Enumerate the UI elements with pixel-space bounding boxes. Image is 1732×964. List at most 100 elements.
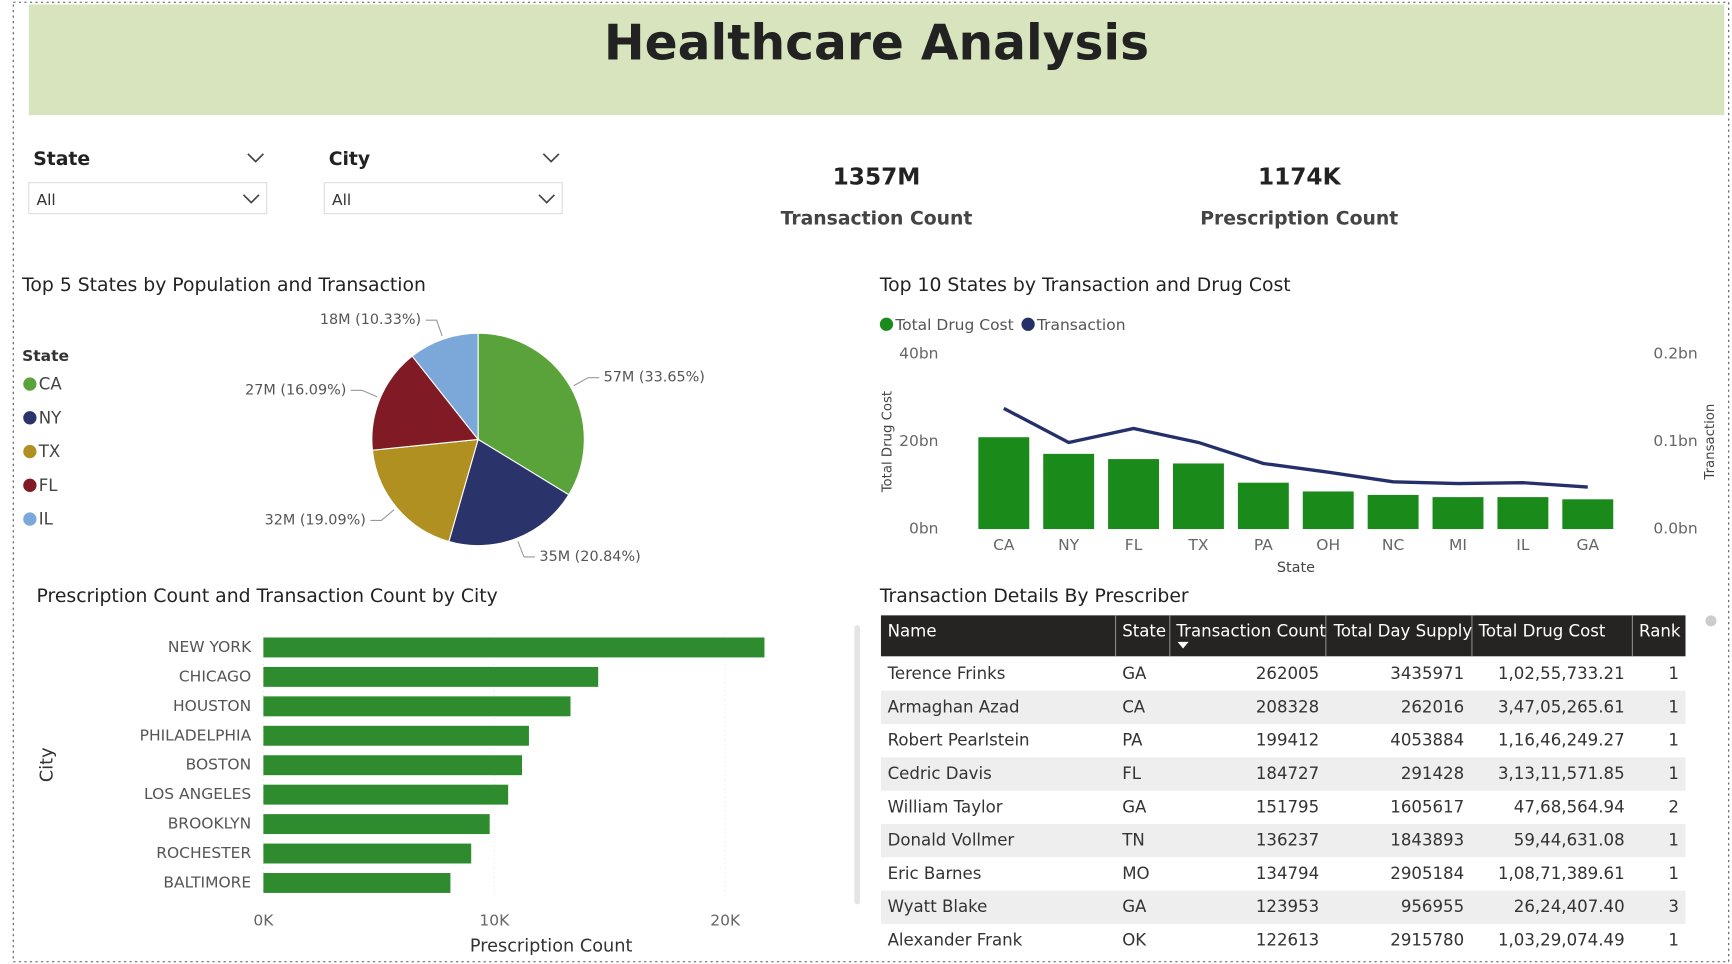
- page-border: [12, 1, 1730, 963]
- leader-line: [370, 509, 395, 521]
- table-cell: 1843893: [1390, 831, 1464, 850]
- table-cell: FL: [1122, 764, 1142, 783]
- leader-line: [425, 319, 443, 337]
- table-cell: 1605617: [1390, 797, 1464, 816]
- x-tick-label: OH: [1316, 536, 1340, 554]
- bar: [978, 437, 1030, 530]
- table-cell: Armaghan Azad: [888, 697, 1020, 716]
- leader-line: [517, 541, 535, 558]
- leader-line: [350, 389, 378, 398]
- table-title: Transaction Details By Prescriber: [879, 586, 1189, 607]
- x-tick-label: MI: [1449, 536, 1467, 554]
- legend-swatch: [23, 377, 37, 391]
- table-cell: Cedric Davis: [888, 764, 992, 783]
- legend-swatch: [23, 512, 37, 526]
- row-band: [880, 823, 1686, 858]
- chart-title: Top 10 States by Transaction and Drug Co…: [879, 275, 1291, 296]
- bar: [263, 873, 451, 893]
- table-cell: OK: [1122, 931, 1147, 950]
- x-axis-title: State: [1277, 560, 1315, 576]
- column-header: State: [1122, 621, 1166, 640]
- legend-label: TX: [38, 442, 61, 461]
- legend-title: State: [22, 347, 69, 365]
- table-cell: 59,44,631.08: [1514, 831, 1625, 850]
- table-cell: 1,03,29,074.49: [1498, 931, 1625, 950]
- y2-axis-title: Transaction: [1703, 404, 1718, 481]
- city-slicer[interactable]: City All: [323, 149, 563, 215]
- table-cell: 3435971: [1390, 664, 1464, 683]
- table-cell: Wyatt Blake: [888, 897, 988, 916]
- legend-label: NY: [39, 408, 62, 427]
- data-label: 35M (20.84%): [539, 549, 640, 565]
- table-cell: 47,68,564.94: [1514, 797, 1625, 816]
- legend-swatch: [23, 444, 37, 459]
- x-tick-label: PA: [1254, 536, 1273, 554]
- slicer-box[interactable]: [323, 182, 563, 215]
- bar: [1237, 482, 1289, 530]
- bar: [1302, 491, 1354, 530]
- slicer-value: All: [332, 191, 351, 209]
- table-cell: Donald Vollmer: [888, 831, 1015, 850]
- y-tick-label: 20bn: [899, 432, 938, 450]
- kpi-value: 1357M: [833, 164, 921, 191]
- pie-slice: [371, 355, 480, 451]
- table-cell: 291428: [1401, 764, 1464, 783]
- chevron: [242, 194, 260, 204]
- x-tick-label: IL: [1516, 536, 1530, 554]
- data-label: 57M (33.65%): [604, 370, 705, 386]
- y2-tick-label: 0.0bn: [1653, 520, 1697, 538]
- legend-label: Total Drug Cost: [894, 316, 1013, 334]
- legend-label: FL: [39, 476, 59, 495]
- bar: [1432, 497, 1484, 530]
- kpi-value: 1174K: [1258, 164, 1342, 191]
- bar: [1367, 494, 1419, 530]
- table-cell: 184727: [1256, 764, 1319, 783]
- table-cell: 151795: [1256, 797, 1319, 816]
- sort-indicator: [1177, 641, 1189, 649]
- table-cell: TN: [1121, 831, 1145, 850]
- bar: [1108, 459, 1160, 530]
- bar: [263, 637, 765, 658]
- legend-swatch: [879, 317, 894, 331]
- table-cell: 199412: [1256, 731, 1319, 750]
- y-tick-label: BOSTON: [186, 756, 252, 774]
- data-label: 27M (16.09%): [245, 382, 346, 398]
- table-cell: 2915780: [1390, 931, 1464, 950]
- table-cell: 1,02,55,733.21: [1498, 664, 1625, 683]
- pie-slice: [477, 332, 585, 496]
- legend-swatch: [1021, 317, 1035, 331]
- table-cell: 262016: [1401, 697, 1464, 716]
- table-cell: GA: [1122, 897, 1147, 916]
- table-cell: 4053884: [1390, 731, 1464, 750]
- table-cell: 3,47,05,265.61: [1498, 697, 1625, 716]
- chevron: [538, 194, 556, 204]
- x-tick-label: NC: [1382, 536, 1404, 554]
- page-title: Healthcare Analysis: [604, 16, 1149, 72]
- table-cell: Eric Barnes: [888, 864, 982, 883]
- scroll-handle[interactable]: [1705, 615, 1717, 627]
- x-tick-label: 0K: [253, 911, 274, 929]
- table-cell: 123953: [1256, 897, 1319, 916]
- y-tick-label: ROCHESTER: [156, 844, 251, 862]
- slicer-box[interactable]: [28, 182, 268, 215]
- x-tick-label: 20K: [710, 911, 741, 929]
- state-slicer[interactable]: State All: [28, 149, 268, 215]
- y-tick-label: BALTIMORE: [163, 873, 251, 891]
- x-axis-title: Prescription Count: [470, 936, 633, 956]
- y-tick-label: 40bn: [899, 345, 938, 363]
- bar: [263, 814, 490, 835]
- table-cell: CA: [1122, 697, 1146, 716]
- x-tick-label: GA: [1576, 536, 1599, 554]
- table-cell: 3,13,11,571.85: [1498, 764, 1625, 783]
- table-cell: MO: [1122, 864, 1149, 883]
- legend-swatch: [23, 411, 37, 425]
- table-cell: 2905184: [1390, 864, 1464, 883]
- y-tick-label: BROOKLYN: [168, 815, 252, 833]
- pie-slice: [371, 438, 479, 543]
- scrollbar[interactable]: [854, 625, 860, 905]
- bar: [263, 843, 472, 864]
- row-band: [880, 757, 1686, 791]
- bar: [263, 755, 523, 776]
- bar: [1173, 463, 1224, 530]
- table-cell: 26,24,407.40: [1514, 897, 1625, 916]
